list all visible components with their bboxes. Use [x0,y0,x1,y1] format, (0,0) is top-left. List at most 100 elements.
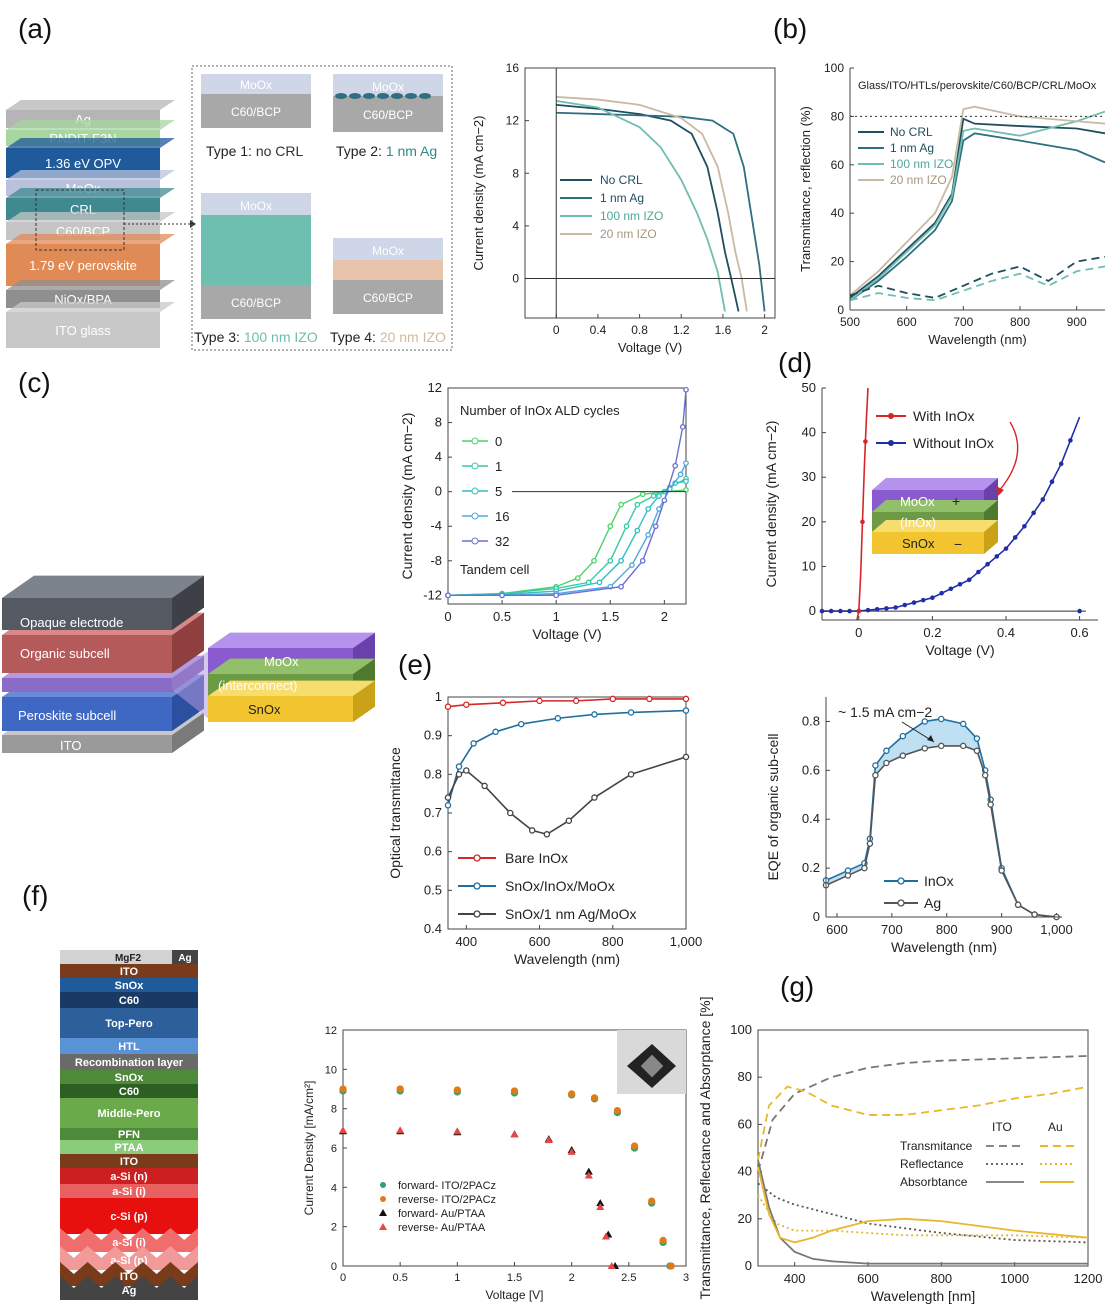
data-point [938,742,945,750]
c60-label: C60/BCP [231,296,281,310]
layer-label: a-Si (i) [112,1186,146,1198]
chart-g_optics: 400 600 800 1000 1200 0 20 40 60 80 100 Wavelength … [697,997,1102,1304]
data-point [1068,438,1073,443]
layer [60,1038,198,1054]
annotation-arrowhead [927,735,934,742]
data-point [567,1147,576,1155]
x-tick-label: 1200 [1074,1271,1103,1286]
layer-label: PTAA [114,1142,143,1154]
y-tick-label: 80 [738,1069,752,1084]
layer-label: ITO [120,1271,139,1283]
legend-label: forward- Au/PTAA [398,1208,486,1220]
data-point [591,711,598,718]
legend-label: 1 nm Ag [890,141,934,155]
layer-label: Peroskite subcell [18,708,116,723]
layer [60,1070,198,1084]
series-line [849,117,1105,299]
data-point [679,424,686,430]
layer-label: 1.79 eV perovskite [29,258,137,273]
x-axis-label: Voltage (V) [532,626,601,642]
data-point [565,817,573,824]
chart-d_jv: 0 0.2 0.4 0.6 0 10 20 30 40 50 Voltage (V) Current … [763,380,1098,658]
data-point [444,703,452,710]
legend-marker [379,1209,387,1216]
y-tick-label: 16 [506,61,520,75]
data-point [985,561,990,567]
ag-dot [363,93,375,99]
x-tick-label: 0.5 [393,1272,408,1284]
x-axis-label: Voltage (V) [925,642,994,658]
inset-label: SnOx [902,536,935,551]
y-tick-label: 6 [331,1143,337,1155]
layer [60,1128,198,1140]
y-tick-label: 100 [824,61,844,75]
x-tick-label: 800 [936,922,958,937]
layer-label: Opaque electrode [20,615,123,630]
legend-label: reverse- ITO/2PACz [398,1194,496,1206]
data-point [682,695,690,703]
slab-side [172,575,204,630]
panel-letter: (b) [773,13,807,44]
x-tick-label: 3 [683,1272,689,1284]
data-point [536,697,543,705]
y-tick-label: 1 [435,689,442,704]
data-point [607,523,614,530]
data-point [652,523,659,530]
x-tick-label: 400 [784,1271,806,1286]
data-point [596,1199,605,1207]
y-tick-label: 0.9 [424,728,442,743]
series-line [849,255,1105,299]
data-point [510,1087,519,1095]
layer [60,1098,198,1128]
data-point [453,1127,462,1135]
panel-letter: (d) [778,347,812,378]
data-point [1022,524,1027,529]
type-name: Type 3: [194,329,244,345]
data-point [554,715,562,722]
slab-front [2,697,172,731]
data-point [1014,901,1022,909]
data-point [613,1106,622,1115]
legend-marker [473,854,481,862]
legend-label: reverse- Au/PTAA [398,1222,486,1234]
data-point [819,608,825,614]
data-point [445,592,451,599]
data-point [939,590,944,596]
x-tick-label: 0 [553,323,560,337]
data-point [981,771,989,779]
annotation: Tandem cell [460,562,529,577]
data-point [863,439,868,444]
legend-col-header: ITO [992,1120,1012,1134]
data-point [683,460,689,467]
slab-front [2,678,172,692]
data-point [591,794,598,801]
c60-layer [333,96,443,132]
y-tick-label: 50 [802,380,816,395]
annotation: ~ 1.5 mA cm−2 [838,704,932,720]
legend-label: 5 [495,484,502,499]
data-point [994,554,1000,559]
x-tick-label: 0.4 [590,323,607,337]
data-point [683,386,689,393]
x-tick-label: 500 [840,315,860,329]
data-point [661,497,668,504]
legend-marker [473,882,481,890]
data-point [902,602,908,608]
inset-label: + [952,493,960,509]
inset-arrowhead [996,486,1004,496]
x-tick-label: 0 [340,1272,346,1284]
series-line [448,389,687,597]
data-point [847,608,852,614]
layer-top-face [6,138,175,148]
legend-marker [471,487,479,495]
layer-label: c-Si (p) [110,1211,148,1223]
schematic-a-stack: AgPNDIT-F3N1.36 eV OPVMoOxCRLC60/BCP1.79… [6,100,196,348]
slab-side [172,612,204,673]
layer-label: HTL [118,1041,140,1053]
y-tick-label: 8 [512,166,519,180]
type-label: Type 2: 1 nm Ag [336,143,437,159]
x-tick-label: 2 [761,323,768,337]
y-tick-label: 40 [802,425,816,440]
data-point [682,707,690,714]
slab-front [2,735,172,753]
